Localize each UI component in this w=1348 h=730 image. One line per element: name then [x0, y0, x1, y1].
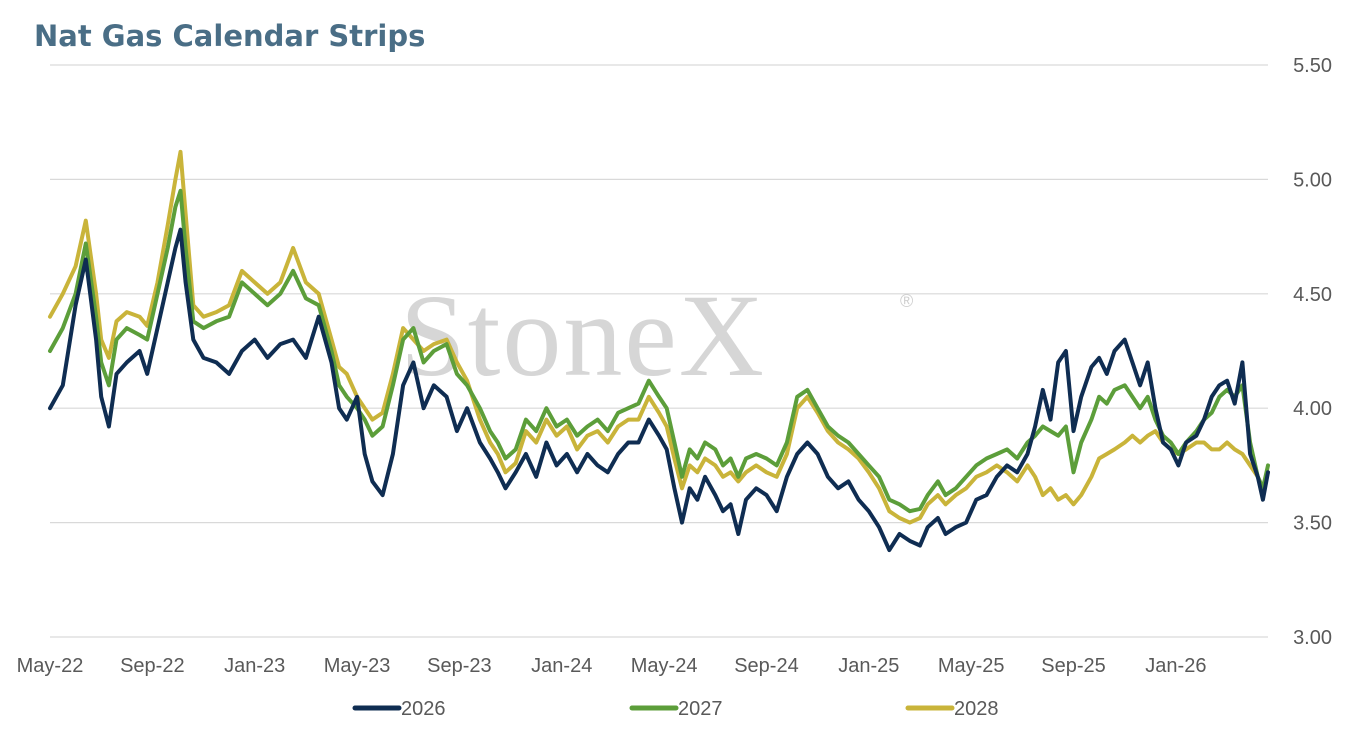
- y-tick-label: 4.00: [1293, 398, 1332, 420]
- x-axis-ticks: May-22 Sep-22 Jan-23 May-23 Sep-23 Jan-24 May-…: [17, 655, 1207, 677]
- y-tick-label: 5.00: [1293, 169, 1332, 191]
- watermark-text: StoneX: [400, 270, 766, 401]
- x-tick-label: Jan-24: [531, 655, 592, 677]
- legend-label-2028: 2028: [954, 698, 999, 720]
- y-axis-ticks: 3.00 3.50 4.00 4.50 5.00 5.50: [1293, 55, 1332, 649]
- x-tick-label: Sep-22: [120, 655, 185, 677]
- legend-label-2026: 2026: [401, 698, 446, 720]
- x-tick-label: May-24: [631, 655, 698, 677]
- legend-label-2027: 2027: [678, 698, 723, 720]
- x-tick-label: Sep-23: [427, 655, 492, 677]
- y-tick-label: 3.50: [1293, 513, 1332, 535]
- y-tick-label: 5.50: [1293, 55, 1332, 77]
- series-line-2026: [48, 227, 1270, 553]
- x-tick-label: Jan-26: [1145, 655, 1206, 677]
- x-tick-label: Sep-24: [734, 655, 799, 677]
- chart-title: Nat Gas Calendar Strips: [34, 19, 425, 53]
- series-lines: [48, 149, 1270, 553]
- x-tick-label: Sep-25: [1041, 655, 1106, 677]
- x-tick-label: Jan-25: [838, 655, 899, 677]
- x-tick-label: May-25: [938, 655, 1005, 677]
- x-tick-label: May-22: [17, 655, 84, 677]
- legend: 2026 2027 2028: [352, 698, 999, 720]
- stonex-watermark: StoneX ®: [400, 270, 913, 401]
- y-tick-label: 3.00: [1293, 627, 1332, 649]
- x-tick-label: Jan-23: [224, 655, 285, 677]
- series-line-2027: [48, 188, 1270, 514]
- series-line-2028: [48, 149, 1270, 525]
- y-tick-label: 4.50: [1293, 284, 1332, 306]
- x-tick-label: May-23: [324, 655, 391, 677]
- watermark-registered: ®: [900, 291, 913, 311]
